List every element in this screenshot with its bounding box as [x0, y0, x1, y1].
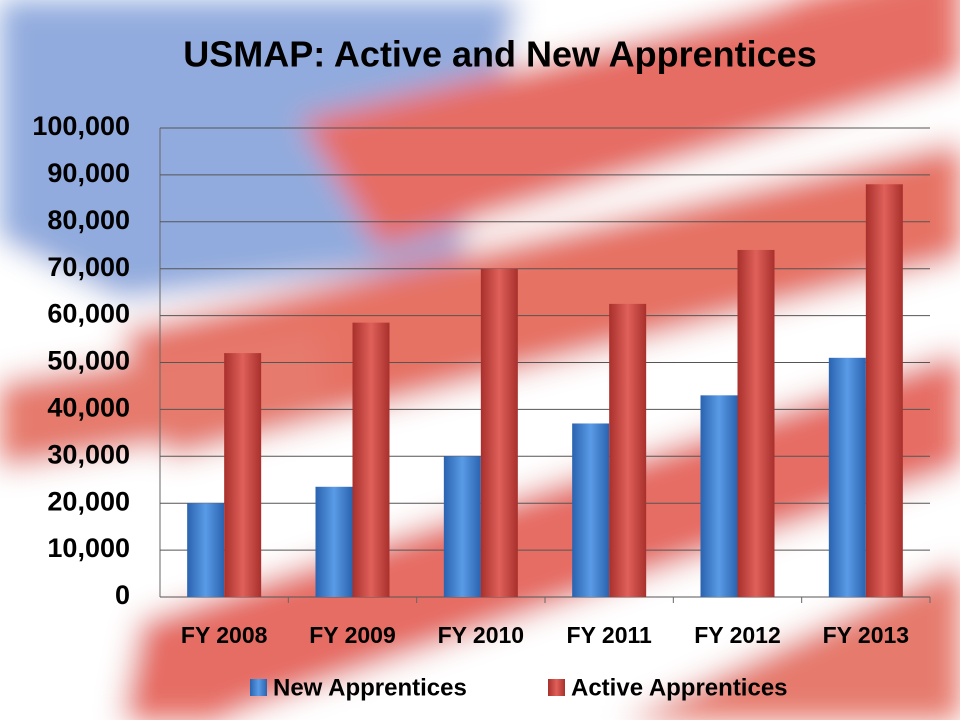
bar	[609, 303, 647, 597]
bar	[224, 353, 262, 597]
y-tick-label: 90,000	[47, 158, 130, 188]
y-tick-label: 60,000	[47, 299, 130, 329]
bar	[828, 357, 866, 597]
y-tick-label: 70,000	[47, 252, 130, 282]
bar	[443, 456, 481, 597]
bar	[480, 268, 518, 597]
bar	[865, 184, 903, 597]
x-tick-label: FY 2009	[309, 622, 396, 648]
x-tick-label: FY 2012	[694, 622, 781, 648]
x-tick-label: FY 2008	[181, 622, 268, 648]
y-tick-label: 30,000	[47, 439, 130, 469]
y-tick-label: 20,000	[47, 486, 130, 516]
bar	[315, 486, 353, 597]
y-tick-label: 100,000	[32, 111, 130, 141]
chart-title: USMAP: Active and New Apprentices	[183, 34, 816, 75]
y-tick-label: 10,000	[47, 533, 130, 563]
y-tick-label: 0	[115, 580, 130, 610]
x-tick-label: FY 2013	[823, 622, 910, 648]
bar	[737, 249, 775, 597]
legend-swatch	[250, 679, 267, 696]
bar	[700, 395, 738, 597]
legend-label: Active Apprentices	[571, 674, 788, 701]
y-tick-label: 80,000	[47, 205, 130, 235]
bar	[352, 322, 390, 597]
bar	[572, 423, 610, 597]
bar	[187, 503, 225, 597]
x-tick-label: FY 2011	[567, 622, 652, 648]
legend-swatch	[548, 679, 565, 696]
legend-label: New Apprentices	[273, 674, 467, 701]
y-tick-label: 40,000	[47, 393, 130, 423]
y-tick-label: 50,000	[47, 346, 130, 376]
x-tick-label: FY 2010	[438, 622, 525, 648]
